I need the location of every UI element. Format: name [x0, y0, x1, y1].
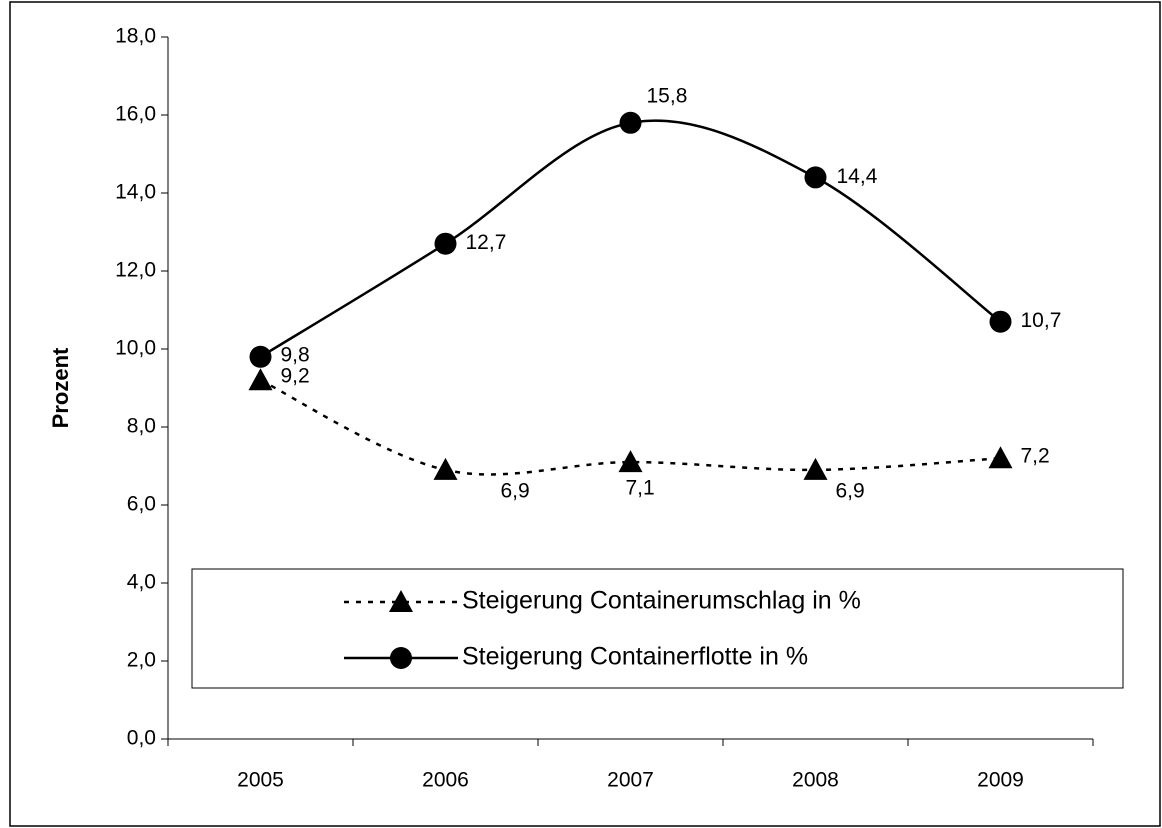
x-tick-label: 2009 — [977, 769, 1024, 792]
triangle-marker — [389, 590, 413, 612]
legend-label: Steigerung Containerumschlag in % — [462, 587, 861, 615]
y-tick-label: 16,0 — [115, 103, 156, 126]
circle-marker — [989, 310, 1012, 333]
x-tick-label: 2006 — [422, 769, 469, 792]
y-tick-label: 0,0 — [127, 727, 156, 750]
y-tick-label: 2,0 — [127, 649, 156, 672]
y-tick-label: 10,0 — [115, 337, 156, 360]
data-label: 7,1 — [626, 477, 655, 500]
triangle-marker — [988, 446, 1013, 469]
triangle-marker — [433, 457, 458, 480]
triangle-marker — [248, 368, 273, 391]
y-tick-label: 14,0 — [115, 181, 156, 204]
x-tick-label: 2007 — [607, 769, 654, 792]
circle-marker — [619, 111, 642, 134]
y-tick-label: 12,0 — [115, 259, 156, 282]
data-label: 6,9 — [836, 479, 865, 502]
legend-label: Steigerung Containerflotte in % — [462, 643, 808, 671]
triangle-marker — [618, 450, 643, 473]
triangle-marker — [803, 457, 828, 480]
circle-marker — [434, 232, 457, 255]
data-label: 15,8 — [647, 84, 688, 107]
data-label: 14,4 — [837, 165, 878, 188]
circle-marker — [804, 166, 827, 189]
y-tick-label: 4,0 — [127, 571, 156, 594]
y-axis-label: Prozent — [48, 347, 73, 428]
data-label: 9,2 — [281, 365, 310, 388]
data-label: 6,9 — [501, 479, 530, 502]
circle-marker — [249, 345, 272, 368]
data-label: 7,2 — [1021, 445, 1050, 468]
chart-frame — [9, 1, 1161, 827]
data-label: 10,7 — [1021, 309, 1062, 332]
y-tick-label: 18,0 — [115, 25, 156, 48]
x-tick-label: 2005 — [237, 769, 284, 792]
x-tick-label: 2008 — [792, 769, 839, 792]
legend-box — [191, 568, 1124, 689]
series-line — [259, 379, 1001, 476]
y-tick-label: 8,0 — [127, 415, 156, 438]
data-label: 9,8 — [281, 343, 310, 366]
y-tick-label: 6,0 — [127, 493, 156, 516]
circle-marker — [390, 647, 412, 669]
data-label: 12,7 — [466, 231, 507, 254]
